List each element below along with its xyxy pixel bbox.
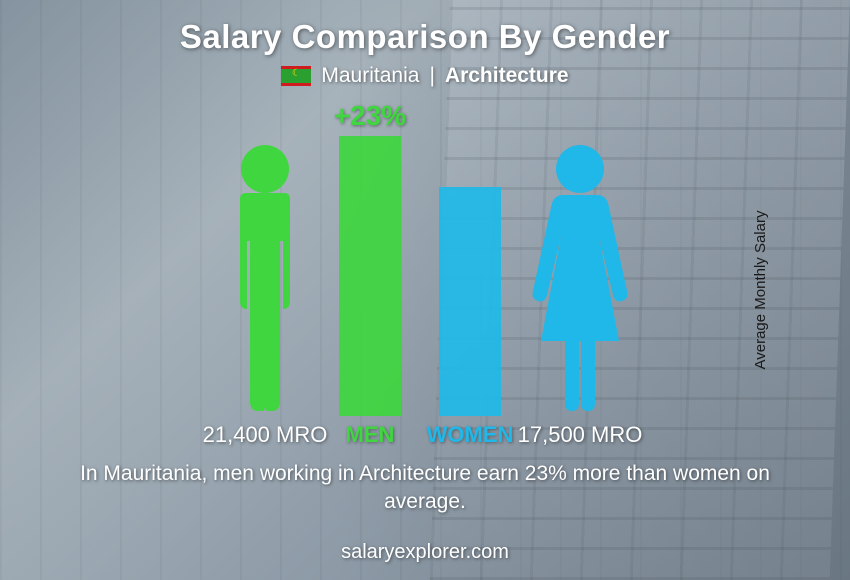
men-bar [339, 136, 401, 416]
category-label: Architecture [445, 64, 569, 88]
content-wrapper: Salary Comparison By Gender ☾ Mauritania… [0, 0, 850, 580]
male-svg [210, 141, 320, 416]
female-svg [515, 141, 645, 416]
chart-area: 21,400 MRO +23% MEN WOMEN 17,500 M [105, 108, 745, 448]
subtitle-row: ☾ Mauritania | Architecture [281, 64, 568, 88]
flag-symbol: ☾ [290, 70, 302, 82]
flag-icon: ☾ [281, 66, 311, 86]
page-title: Salary Comparison By Gender [180, 18, 670, 56]
women-salary-value: 17,500 MRO [518, 422, 643, 448]
description-text: In Mauritania, men working in Architectu… [65, 460, 785, 517]
women-bar-block: WOMEN [430, 108, 510, 448]
delta-label: +23% [334, 100, 406, 132]
men-label: MEN [346, 422, 395, 448]
women-label: WOMEN [427, 422, 514, 448]
women-icon-block: 17,500 MRO [510, 108, 650, 448]
men-bar-block: +23% MEN [330, 108, 410, 448]
footer-site: salaryexplorer.com [0, 541, 850, 564]
women-bar [439, 187, 501, 416]
male-icon [210, 141, 320, 416]
men-icon-block: 21,400 MRO [200, 108, 330, 448]
yaxis-label: Average Monthly Salary [752, 211, 769, 370]
female-icon [515, 141, 645, 416]
country-label: Mauritania [321, 64, 419, 88]
men-salary-value: 21,400 MRO [203, 422, 328, 448]
separator-pipe: | [429, 64, 434, 88]
